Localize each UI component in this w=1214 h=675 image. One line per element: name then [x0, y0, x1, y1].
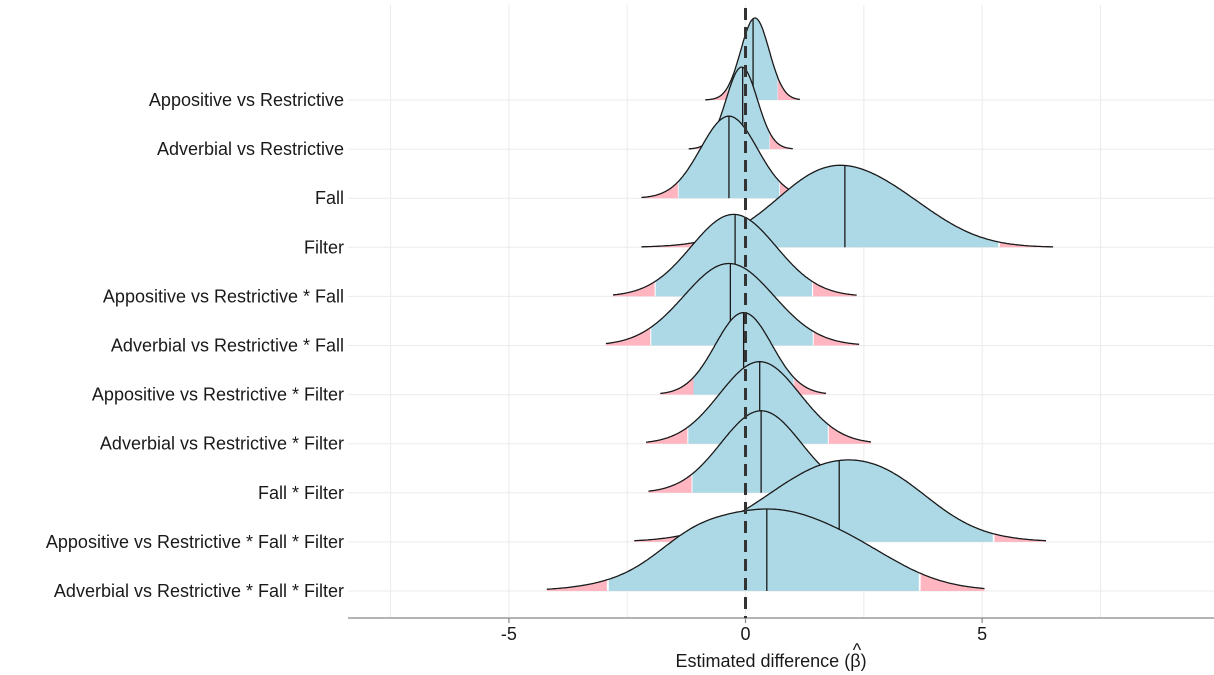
density-left-tail — [546, 579, 607, 591]
density-right-tail — [813, 282, 856, 297]
density-interval — [608, 509, 919, 591]
y-axis-labels: Appositive vs Restrictive Adverbial vs Re… — [46, 90, 344, 601]
x-axis-ticks: -5 0 5 — [501, 618, 987, 644]
y-axis-label: Adverbial vs Restrictive — [157, 139, 344, 159]
x-axis-title-part: Estimated difference ( — [675, 651, 850, 671]
x-axis-title: Estimated difference (β) — [675, 651, 866, 671]
y-axis-label: Fall — [315, 188, 344, 208]
density-interval — [701, 165, 999, 248]
density-interval — [651, 263, 813, 346]
density-right-tail — [828, 424, 871, 444]
density-left-tail — [646, 427, 688, 444]
density-outline — [612, 213, 857, 296]
density-outline — [546, 508, 985, 590]
density-ridge — [641, 115, 817, 199]
density-interval — [688, 361, 828, 444]
y-axis-label: Filter — [304, 237, 344, 257]
x-axis-title-symbol: β — [850, 651, 860, 671]
density-right-tail — [920, 573, 985, 591]
y-axis-label: Appositive vs Restrictive — [149, 90, 344, 110]
density-left-tail — [641, 181, 678, 199]
y-axis-label: Appositive vs Restrictive * Fall * Filte… — [46, 532, 344, 552]
density-right-tail — [794, 377, 826, 395]
density-right-tail — [769, 132, 793, 150]
x-axis-title-part: ) — [861, 651, 867, 671]
density-left-tail — [705, 87, 728, 100]
density-left-tail — [613, 281, 655, 297]
density-interval — [655, 214, 812, 297]
density-outline — [605, 262, 860, 345]
density-left-tail — [648, 474, 692, 493]
y-axis-label: Adverbial vs Restrictive * Fall * Filter — [54, 581, 344, 601]
x-tick-label: 5 — [977, 624, 987, 644]
density-ridges — [546, 17, 1054, 591]
density-ridge — [646, 361, 871, 444]
density-ridge — [546, 508, 985, 591]
x-axis-title-hat: ^ — [853, 640, 862, 660]
density-right-tail — [777, 77, 800, 100]
density-left-tail — [641, 241, 700, 248]
y-axis-label: Adverbial vs Restrictive * Fall — [111, 336, 344, 356]
y-axis-label: Fall * Filter — [258, 483, 344, 503]
density-right-tail — [999, 242, 1054, 248]
x-tick-label: -5 — [501, 624, 517, 644]
y-axis-label: Appositive vs Restrictive * Filter — [92, 385, 344, 405]
density-left-tail — [660, 377, 694, 395]
density-left-tail — [605, 327, 651, 346]
y-axis-label: Appositive vs Restrictive * Fall — [103, 286, 344, 306]
density-outline — [646, 361, 871, 443]
y-axis-label: Adverbial vs Restrictive * Filter — [100, 434, 344, 454]
density-right-tail — [813, 331, 860, 346]
x-tick-label: 0 — [741, 624, 751, 644]
